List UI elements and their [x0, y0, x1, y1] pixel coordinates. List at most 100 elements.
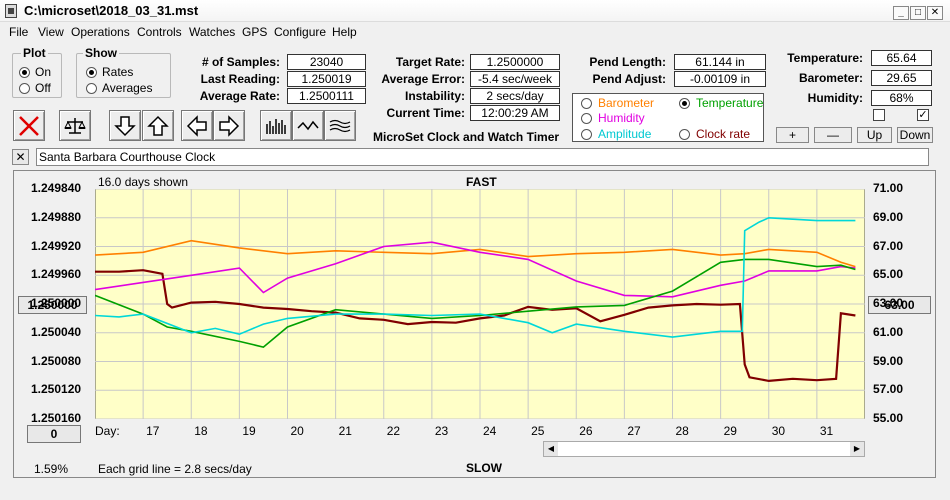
y-left-tick-label: 1.250160 — [31, 411, 82, 425]
wave-button[interactable] — [292, 110, 324, 141]
clear-x-icon — [19, 116, 39, 136]
center-rate-button[interactable]: 1.250000 — [18, 296, 87, 314]
plot-off-radio[interactable]: Off — [19, 81, 51, 95]
temperature-field: 65.64 — [871, 50, 932, 66]
pend-adjust-field: -0.00109 in — [674, 71, 766, 87]
x-tick-label: 25 — [531, 424, 545, 438]
menu-bar: File View Operations Controls Watches GP… — [0, 22, 950, 42]
show-group-title: Show — [83, 46, 119, 60]
y-left-tick-label: 1.249880 — [31, 209, 82, 224]
x-tick-label: 31 — [819, 424, 834, 438]
checkbox-right[interactable]: ✓ — [917, 109, 929, 121]
checkbox-left[interactable] — [873, 109, 885, 121]
app-caption: MicroSet Clock and Watch Timer — [373, 130, 560, 144]
target-rate-field: 1.2500000 — [470, 54, 560, 70]
y-right-tick-label: 69.00 — [873, 209, 904, 224]
show-rates-radio[interactable]: Rates — [86, 65, 133, 79]
menu-help[interactable]: Help — [332, 25, 357, 39]
average-error-label: Average Error: — [381, 72, 465, 86]
minus-button[interactable]: — — [814, 127, 852, 143]
radio-empty-icon — [581, 97, 592, 109]
scale-button[interactable] — [59, 110, 91, 141]
arrow-right-icon — [219, 115, 240, 137]
average-error-field: -5.4 sec/week — [470, 71, 560, 87]
x-tick-label: 26 — [579, 424, 593, 438]
grid-note: Each grid line = 2.8 secs/day — [98, 462, 252, 476]
x-tick-label: 24 — [483, 424, 497, 438]
show-rates-label: Rates — [102, 65, 134, 79]
option-humidity-label: Humidity — [598, 111, 645, 125]
barometer-label: Barometer: — [798, 71, 863, 85]
radio-empty-icon — [581, 128, 592, 140]
menu-watches[interactable]: Watches — [189, 25, 236, 39]
move-left-button[interactable] — [181, 110, 213, 141]
series-line-temperature — [95, 258, 856, 348]
chart-scrollbar[interactable]: ◀ ▶ — [543, 441, 865, 457]
option-barometer[interactable]: Barometer — [581, 96, 654, 110]
pend-adjust-label: Pend Adjust: — [592, 72, 666, 86]
up-button[interactable]: Up — [857, 127, 892, 143]
down-button[interactable]: Down — [897, 127, 933, 143]
pend-length-label: Pend Length: — [589, 55, 666, 69]
y-left-tick-label: 1.250040 — [31, 324, 82, 339]
window-title: C:\microset\2018_03_31.mst — [24, 3, 199, 18]
y-left-tick-label: 1.249840 — [31, 181, 82, 195]
histogram-button[interactable] — [260, 110, 292, 141]
radio-selected-icon — [19, 66, 30, 78]
scroll-right-icon[interactable]: ▶ — [850, 442, 864, 456]
y-right-tick-label: 57.00 — [873, 382, 904, 397]
option-humidity[interactable]: Humidity — [581, 111, 645, 125]
move-down-button[interactable] — [109, 110, 141, 141]
humidity-field: 68% — [871, 90, 932, 106]
last-reading-field: 1.250019 — [287, 71, 366, 87]
menu-view[interactable]: View — [38, 25, 64, 39]
menu-controls[interactable]: Controls — [137, 25, 182, 39]
option-temperature[interactable]: Temperature — [679, 96, 763, 110]
plus-button[interactable]: + — [776, 127, 809, 143]
menu-gps[interactable]: GPS — [242, 25, 268, 39]
close-button[interactable]: ✕ — [927, 6, 943, 20]
pend-length-field: 61.144 in — [674, 54, 766, 70]
menu-configure[interactable]: Configure — [274, 25, 327, 39]
y-right-tick-label: 65.00 — [873, 267, 904, 282]
show-averages-label: Averages — [102, 81, 153, 95]
y-left-tick-label: 1.249920 — [31, 238, 82, 253]
y-left-tick-label: 1.250080 — [31, 353, 82, 368]
option-clock-rate[interactable]: Clock rate — [679, 127, 750, 141]
y-right-tick-label: 63.00 — [873, 296, 904, 310]
offset-button[interactable]: 0 — [27, 425, 81, 443]
series-line-barometer — [95, 239, 856, 268]
watch-name-field[interactable]: Santa Barbara Courthouse Clock — [36, 148, 929, 166]
plot-group: Plot On Off — [12, 46, 62, 98]
temperature-label: Temperature: — [787, 51, 863, 65]
option-amplitude[interactable]: Amplitude — [581, 127, 651, 141]
rate-chart[interactable] — [95, 189, 865, 419]
multiwave-button[interactable] — [324, 110, 356, 141]
show-averages-radio[interactable]: Averages — [86, 81, 152, 95]
menu-operations[interactable]: Operations — [71, 25, 130, 39]
clear-button[interactable] — [13, 110, 45, 141]
wave-icon — [297, 120, 319, 131]
x-tick-label: 23 — [434, 424, 449, 438]
arrow-down-icon — [114, 116, 136, 137]
y-left-tick-label: 1.250120 — [31, 382, 82, 397]
minimize-button[interactable]: _ — [893, 6, 909, 20]
move-right-button[interactable] — [213, 110, 245, 141]
current-time-field: 12:00:29 AM — [470, 105, 560, 121]
scroll-left-icon[interactable]: ◀ — [544, 442, 558, 456]
radio-empty-icon — [86, 82, 97, 94]
fast-label: FAST — [466, 175, 497, 189]
x-tick-label: 27 — [627, 424, 641, 438]
last-reading-label: Last Reading: — [200, 72, 280, 86]
scale-icon — [64, 118, 86, 134]
move-up-button[interactable] — [142, 110, 174, 141]
app-icon[interactable] — [5, 4, 17, 18]
menu-file[interactable]: File — [9, 25, 29, 39]
y-left-tick-label: 1.250000 — [31, 296, 82, 310]
maximize-button[interactable]: □ — [910, 6, 926, 20]
x-tick-label: 22 — [386, 424, 401, 438]
center-sensor-button[interactable]: 63.00 — [868, 296, 931, 314]
plot-on-radio[interactable]: On — [19, 65, 51, 79]
close-watch-button[interactable]: ✕ — [12, 149, 29, 165]
radio-empty-icon — [19, 82, 30, 94]
